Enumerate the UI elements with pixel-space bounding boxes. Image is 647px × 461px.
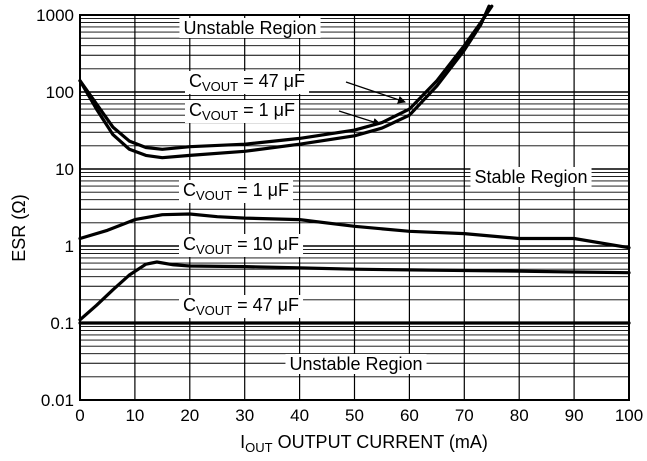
x-tick-label: 40 [290,406,309,425]
annotation-unstable-top: Unstable Region [183,18,316,38]
annotation-background [470,167,592,187]
annotation-background [285,354,427,374]
annotation-sub: VOUT [196,242,232,257]
x-axis-label: IOUT OUTPUT CURRENT (mA) [240,432,488,455]
y-tick-label: 1 [65,237,74,256]
x-tick-label: 60 [400,406,419,425]
annotation-c1-lower: CVOUT = 1 μF [183,180,289,203]
series-line-10uF [78,260,631,322]
annotation-c47-lower: CVOUT = 47 μF [183,295,299,318]
annotation-main: C [183,295,196,315]
arrow-c47-upper [345,81,406,104]
annotation-sub: VOUT [202,79,238,94]
annotation-sub: VOUT [196,188,232,203]
annotation-background [179,295,304,318]
x-tick-label: 30 [235,406,254,425]
annotation-main: C [189,71,202,91]
y-tick-labels: 0.01 0.1 1 10 100 1000 [36,6,74,410]
annotation-stable: Stable Region [474,167,587,187]
annotation-c10: CVOUT = 10 μF [183,234,299,257]
plot-frame [79,14,630,401]
x-tick-label: 80 [510,406,529,425]
series-line-lower-1uF [78,212,631,250]
annotation-main: C [183,234,196,254]
annotation-background [185,100,300,123]
x-tick-label: 0 [75,406,84,425]
x-tick-label: 20 [180,406,199,425]
y-tick-label: 0.01 [41,391,74,410]
annotation-c47-upper: CVOUT = 47 μF [189,71,305,94]
x-axis-label-sub: OUT [245,440,273,455]
y-tick-label: 0.1 [50,314,74,333]
annotation-rest: = 1 μF [238,100,295,120]
annotation-main: C [183,180,196,200]
annotation-main: C [189,100,202,120]
y-tick-label: 100 [46,83,74,102]
arrow-c1-upper [338,110,381,126]
x-tick-label: 100 [615,406,643,425]
series-line-upper-47uF [78,4,494,151]
series-lines [78,4,631,325]
annotation-background [179,234,304,257]
y-tick-label: 1000 [36,6,74,25]
grid-lines [79,15,630,401]
annotation-background [179,18,321,38]
annotation-sub: VOUT [196,303,232,318]
x-tick-label: 70 [455,406,474,425]
annotation-rest: = 1 μF [232,180,289,200]
x-axis-label-rest: OUTPUT CURRENT (mA) [273,432,488,452]
annotation-sub: VOUT [202,108,238,123]
annotation-rest: = 47 μF [238,71,305,91]
x-tick-label: 90 [565,406,584,425]
y-axis-label: ESR (Ω) [9,194,29,261]
annotation-c1-upper: CVOUT = 1 μF [189,100,295,123]
x-tick-label: 10 [125,406,144,425]
series-line-upper-1uF [78,4,491,160]
annotation-background [185,71,310,94]
annotation-background [179,180,294,203]
x-tick-labels: 0 10 20 30 40 50 60 70 80 90 100 [75,406,643,425]
y-tick-label: 10 [55,160,74,179]
x-tick-label: 50 [345,406,364,425]
x-axis-label-main: I [240,432,245,452]
annotation-arrows [338,81,406,126]
annotation-rest: = 47 μF [232,295,299,315]
annotation-rest: = 10 μF [232,234,299,254]
annotation-unstable-bottom: Unstable Region [289,354,422,374]
